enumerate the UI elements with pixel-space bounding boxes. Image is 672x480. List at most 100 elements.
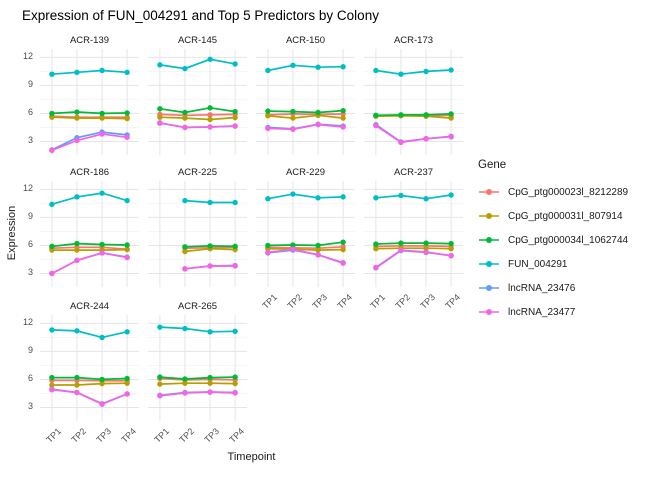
legend-key-point [486, 189, 492, 195]
y-tick-label: 6 [27, 239, 33, 250]
data-point-CpG_ptg000031l_807914 [74, 115, 80, 121]
data-point-CpG_ptg000034l_1062744 [99, 110, 105, 117]
data-point-CpG_ptg000034l_1062744 [74, 240, 80, 247]
y-tick-label: 9 [27, 345, 33, 356]
data-point-CpG_ptg000034l_1062744 [74, 374, 80, 381]
x-tick-label: TP4 [443, 292, 463, 311]
data-point-CpG_ptg000031l_807914 [124, 380, 130, 386]
data-point-lncRNA_23477 [265, 125, 271, 132]
x-tick-label: TP2 [69, 426, 88, 445]
data-point-CpG_ptg000034l_1062744 [398, 240, 404, 246]
data-point-CpG_ptg000023l_8212289 [207, 112, 213, 118]
data-point-CpG_ptg000034l_1062744 [373, 112, 379, 119]
legend-key-icon [479, 189, 499, 195]
x-tick-label: TP4 [227, 426, 247, 445]
data-point-CpG_ptg000031l_807914 [448, 115, 454, 121]
facet-strip-ACR-244: ACR-244 [69, 301, 110, 312]
data-point-CpG_ptg000034l_1062744 [232, 108, 238, 115]
data-point-lncRNA_23477 [290, 246, 296, 252]
data-point-lncRNA_23477 [340, 124, 346, 130]
series-line-CpG_ptg000031l_807914 [267, 114, 344, 119]
data-point-lncRNA_23477 [398, 247, 404, 253]
data-point-lncRNA_23477 [373, 264, 379, 271]
data-point-lncRNA_23477 [207, 389, 213, 395]
x-tick-label: TP3 [310, 292, 330, 311]
facet-strip-ACR-173: ACR-173 [393, 35, 434, 46]
data-point-FUN_004291 [124, 329, 130, 335]
data-point-lncRNA_23477 [340, 260, 346, 266]
series-line-lncRNA_23477 [159, 122, 236, 129]
facet-panel-ACR-229 [256, 181, 355, 287]
data-point-lncRNA_23477 [74, 389, 80, 396]
series-line-lncRNA_23477 [267, 248, 344, 265]
data-point-CpG_ptg000034l_1062744 [99, 241, 105, 248]
data-point-FUN_004291 [49, 201, 55, 208]
data-point-CpG_ptg000034l_1062744 [99, 376, 105, 383]
data-point-FUN_004291 [315, 195, 321, 201]
data-point-lncRNA_23477 [207, 124, 213, 130]
y-tick-label: 12 [22, 317, 33, 328]
series-line-FUN_004291 [159, 326, 236, 333]
data-point-FUN_004291 [99, 67, 105, 74]
legend-entry: CpG_ptg000034l_1062744 [478, 228, 628, 252]
data-point-FUN_004291 [49, 71, 55, 77]
legend-label: CpG_ptg000031l_807914 [508, 210, 623, 222]
data-point-CpG_ptg000034l_1062744 [207, 374, 213, 381]
facet-panel-ACR-265 [148, 315, 247, 421]
legend-entry: CpG_ptg000023l_8212289 [478, 180, 628, 204]
data-point-FUN_004291 [74, 328, 80, 334]
chart-title: Expression of FUN_004291 and Top 5 Predi… [22, 8, 379, 23]
data-point-CpG_ptg000031l_807914 [49, 247, 55, 253]
data-point-FUN_004291 [182, 325, 188, 332]
data-point-CpG_ptg000031l_807914 [315, 247, 321, 253]
series-line-FUN_004291 [51, 192, 128, 206]
facet-panel-ACR-150 [256, 49, 355, 155]
series-line-CpG_ptg000031l_807914 [375, 114, 452, 119]
data-point-lncRNA_23477 [99, 131, 105, 137]
x-tick-label: TP1 [44, 426, 63, 445]
facet-strip-ACR-225: ACR-225 [177, 167, 218, 178]
series-line-CpG_ptg000034l_1062744 [375, 242, 452, 245]
data-point-CpG_ptg000034l_1062744 [315, 109, 321, 116]
data-point-FUN_004291 [182, 197, 188, 204]
data-point-lncRNA_23477 [423, 135, 429, 142]
data-point-CpG_ptg000031l_807914 [157, 114, 163, 120]
x-tick-label: TP2 [285, 292, 304, 311]
data-point-lncRNA_23477 [49, 270, 55, 277]
data-point-CpG_ptg000031l_807914 [265, 113, 271, 119]
y-tick-label: 12 [22, 183, 33, 194]
x-tick-label: TP4 [335, 292, 355, 311]
data-point-FUN_004291 [99, 190, 105, 196]
y-tick-label: 9 [27, 79, 33, 90]
data-point-FUN_004291 [207, 199, 213, 206]
data-point-lncRNA_23477 [157, 120, 163, 126]
data-point-FUN_004291 [232, 328, 238, 335]
data-point-lncRNA_23477 [99, 250, 105, 256]
y-tick-label: 6 [27, 107, 33, 118]
x-tick-label: TP3 [94, 426, 114, 445]
data-point-FUN_004291 [49, 327, 55, 333]
legend-key-icon [479, 309, 499, 315]
data-point-CpG_ptg000031l_807914 [182, 380, 188, 386]
data-point-lncRNA_23477 [124, 254, 130, 261]
data-point-CpG_ptg000034l_1062744 [265, 108, 271, 114]
series-line-FUN_004291 [51, 69, 128, 76]
data-point-CpG_ptg000034l_1062744 [340, 107, 346, 114]
data-point-FUN_004291 [207, 56, 213, 62]
series-line-CpG_ptg000031l_807914 [159, 116, 236, 121]
data-point-lncRNA_23477 [398, 139, 404, 146]
series-line-FUN_004291 [267, 64, 344, 72]
data-point-FUN_004291 [373, 195, 379, 201]
data-point-CpG_ptg000031l_807914 [232, 114, 238, 121]
data-point-FUN_004291 [290, 62, 296, 69]
data-point-CpG_ptg000034l_1062744 [124, 110, 130, 116]
data-point-CpG_ptg000031l_807914 [157, 381, 163, 387]
facet-panel-ACR-225 [148, 181, 247, 287]
facet-panel-ACR-186 [40, 181, 139, 287]
data-point-FUN_004291 [423, 68, 429, 75]
legend-key-icon [479, 213, 499, 219]
data-point-CpG_ptg000031l_807914 [49, 382, 55, 388]
data-point-FUN_004291 [340, 194, 346, 200]
y-tick-label: 3 [27, 401, 33, 412]
data-point-FUN_004291 [290, 191, 296, 197]
